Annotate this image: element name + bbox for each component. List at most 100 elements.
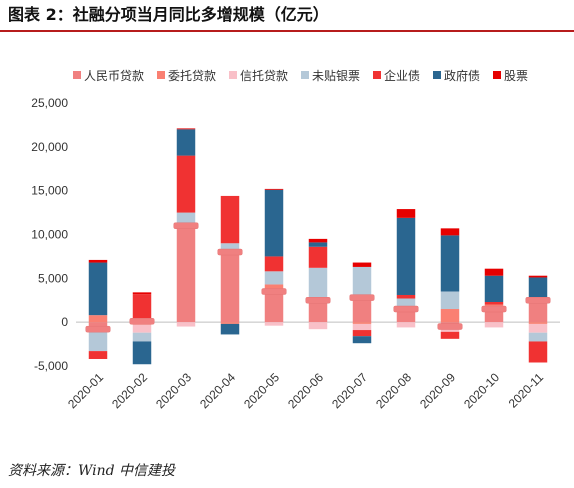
x-tick-label: 2020-08 [373, 370, 414, 411]
bar-segment [264, 256, 284, 272]
bar-segment [528, 323, 548, 333]
bar-segment [440, 309, 460, 323]
y-tick-label: 0 [61, 315, 68, 329]
bar-segment [352, 262, 372, 267]
legend-label-1: 委托贷款 [168, 69, 216, 83]
legend-swatch-4 [373, 71, 381, 79]
bar-segment [220, 323, 240, 335]
bar-segment [176, 155, 196, 213]
bar-segment [484, 309, 504, 323]
legend-label-6: 股票 [504, 69, 528, 83]
loan-marker [129, 318, 155, 325]
legend-swatch-5 [433, 71, 441, 79]
bar-segment [88, 259, 108, 263]
bar-segment [88, 322, 108, 330]
bar-segment [528, 332, 548, 342]
x-tick-label: 2020-05 [241, 370, 282, 411]
bar-segment [264, 271, 284, 285]
loan-marker [525, 297, 551, 304]
bar-segment [528, 275, 548, 278]
y-tick-label: 10,000 [31, 228, 68, 242]
loan-marker [217, 248, 243, 256]
x-tick-label: 2020-10 [461, 370, 502, 411]
bar-segment [440, 228, 460, 236]
loan-marker [85, 325, 111, 333]
bar-segment [528, 277, 548, 301]
legend-label-3: 未贴银票 [312, 69, 360, 83]
stacked-bar-chart: 人民币贷款 委托贷款 信托贷款 未贴银票 企业债 政府债 股票 -5,000 0 5,000 10… [31, 68, 560, 411]
bar-segment [220, 243, 240, 253]
loan-marker [437, 323, 463, 330]
x-tick-label: 2020-07 [329, 370, 370, 411]
bar-segment [396, 294, 416, 299]
bar-segment [308, 238, 328, 243]
bar-segment [528, 300, 548, 323]
bar-segment [132, 324, 152, 333]
bar-segment [396, 298, 416, 310]
bar-segment [264, 322, 284, 326]
bar-segment [396, 309, 416, 323]
loan-marker [261, 288, 287, 295]
y-tick-label: 20,000 [31, 140, 68, 154]
bar-segment [396, 322, 416, 328]
bar-segment [528, 341, 548, 363]
x-tick-label: 2020-06 [285, 370, 326, 411]
bar-segment [132, 292, 152, 295]
bar-segment [176, 129, 196, 156]
bar-segment [440, 291, 460, 310]
bar-segment [396, 217, 416, 295]
legend-label-2: 信托贷款 [240, 69, 288, 83]
page-title: 图表 2：社融分项当月同比多增规模（亿元） [8, 5, 329, 24]
bar-segment [88, 351, 108, 359]
loan-marker [349, 294, 375, 301]
legend-label-0: 人民币贷款 [84, 69, 144, 83]
y-tick-label: 15,000 [31, 184, 68, 198]
legend-swatch-0 [73, 71, 81, 79]
x-tick-label: 2020-03 [153, 370, 194, 411]
bar-segment [264, 189, 284, 257]
loan-marker [173, 222, 199, 229]
loan-marker [305, 297, 331, 304]
bar-segment [176, 128, 196, 130]
x-tick-label: 2020-11 [506, 370, 547, 411]
bar-segment [352, 323, 372, 331]
x-tick-label: 2020-01 [65, 370, 106, 411]
legend-swatch-2 [229, 71, 237, 79]
bar-segment [352, 266, 372, 298]
bar-segment [352, 336, 372, 344]
legend-label-5: 政府债 [444, 68, 480, 83]
x-tick-label: 2020-02 [109, 370, 150, 411]
bar-segment [484, 268, 504, 276]
y-tick-label: 5,000 [38, 271, 68, 285]
x-axis: 2020-01 2020-02 2020-03 2020-04 2020-05 2020-… [65, 370, 546, 411]
bars [85, 128, 551, 365]
bar-segment [132, 332, 152, 342]
bar-segment [88, 262, 108, 316]
bar-segment [264, 188, 284, 190]
legend-swatch-3 [301, 71, 309, 79]
y-tick-label: -5,000 [34, 359, 68, 373]
bar-segment [88, 315, 108, 323]
bar-segment [176, 225, 196, 323]
legend-swatch-6 [493, 71, 501, 79]
bar-segment [220, 322, 240, 324]
bar-segment [352, 297, 372, 323]
loan-marker [393, 305, 419, 313]
bar-segment [176, 322, 196, 327]
bar-segment [308, 242, 328, 247]
y-tick-label: 25,000 [31, 96, 68, 110]
bar-segment [264, 284, 284, 292]
bar-segment [308, 322, 328, 330]
bar-segment [528, 322, 548, 324]
bar-segment [132, 294, 152, 322]
x-tick-label: 2020-04 [197, 370, 238, 411]
legend-swatch-1 [157, 71, 165, 79]
bar-segment [484, 302, 504, 305]
y-axis: -5,000 0 5,000 10,000 15,000 20,000 25,000 [31, 96, 560, 373]
bar-segment [264, 291, 284, 323]
bar-segment [352, 322, 372, 324]
bar-segment [440, 235, 460, 292]
legend-label-4: 企业债 [384, 68, 420, 83]
source-note: 资料来源：Wind 中信建投 [8, 463, 176, 479]
bar-segment [352, 330, 372, 337]
